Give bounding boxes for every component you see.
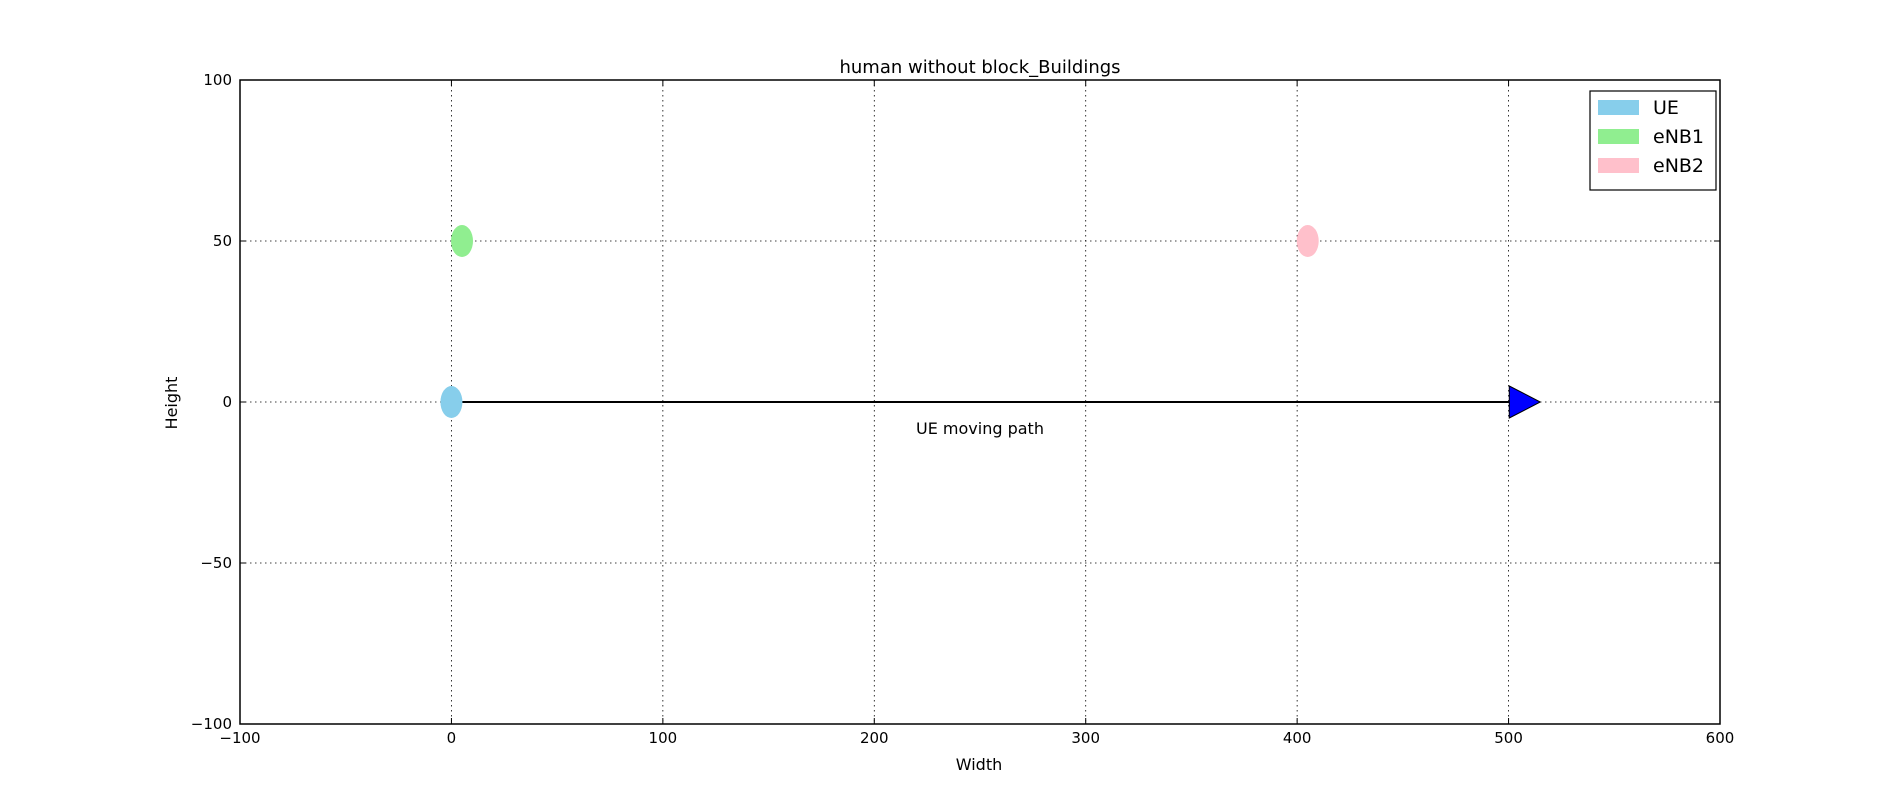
y-tick-label: −100: [191, 715, 232, 733]
annotation-label: UE moving path: [916, 419, 1044, 438]
plot-area-frame: [239, 79, 1721, 725]
x-tick-label: 300: [1071, 729, 1100, 747]
x-tick-label: 500: [1494, 729, 1523, 747]
y-tick-label: −50: [200, 554, 232, 572]
x-tick-label: −100: [219, 729, 260, 747]
data-points: UE moving path: [440, 225, 1542, 438]
x-tick-label: 600: [1706, 729, 1735, 747]
x-tick-label: 0: [447, 729, 457, 747]
y-tick-label: 100: [203, 71, 232, 89]
x-tick-label: 100: [649, 729, 678, 747]
axis-ticks: −100 0 100 200 300 400 500 600 −100 −50 0 50 100: [191, 71, 1735, 747]
legend: UE eNB1 eNB2: [1589, 90, 1717, 191]
legend-label-enb1: eNB1: [1653, 126, 1704, 148]
point-enb2: [1296, 225, 1319, 257]
legend-swatch-enb2: [1598, 158, 1639, 173]
x-tick-label: 200: [860, 729, 889, 747]
y-tick-label: 0: [222, 393, 232, 411]
chart-title: human without block_Buildings: [839, 57, 1120, 78]
point-ue: [440, 386, 463, 418]
legend-label-enb2: eNB2: [1653, 155, 1704, 177]
legend-label-ue: UE: [1653, 97, 1679, 119]
legend-swatch-ue: [1598, 100, 1639, 115]
legend-swatch-enb1: [1598, 129, 1639, 144]
ue-path-arrow-head: [1508, 385, 1542, 419]
y-axis-label: Height: [162, 377, 181, 430]
y-tick-label: 50: [213, 232, 232, 250]
x-tick-label: 400: [1283, 729, 1312, 747]
x-axis-label: Width: [956, 755, 1002, 774]
point-enb1: [451, 225, 473, 257]
